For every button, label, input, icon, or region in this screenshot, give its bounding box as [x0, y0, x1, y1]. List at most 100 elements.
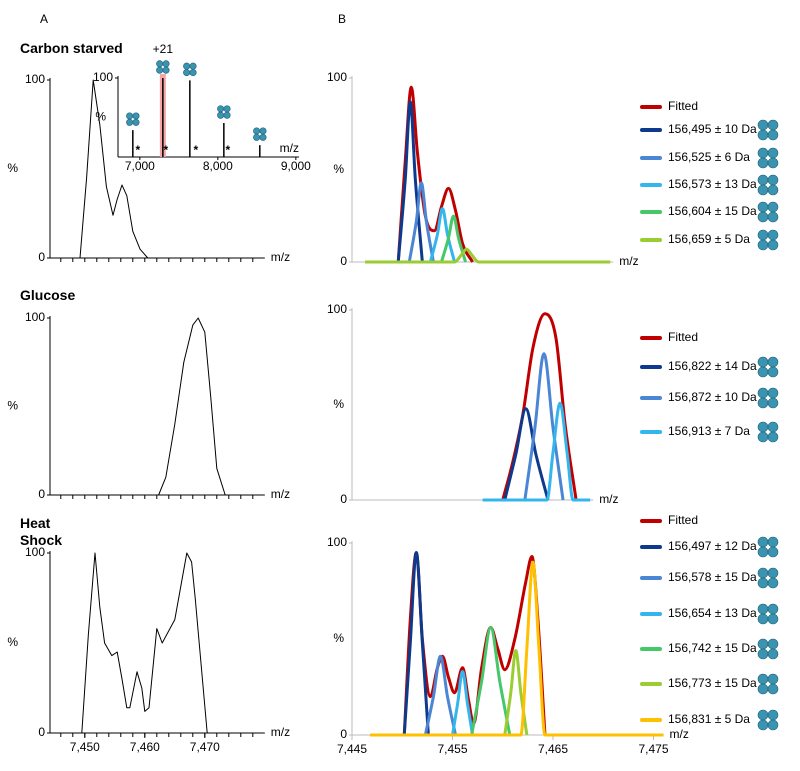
annotation: * [194, 143, 199, 157]
x-tick-label: 7,465 [538, 742, 568, 756]
protein-icon [757, 184, 769, 196]
legend-label: 156,497 ± 12 Da [668, 539, 757, 553]
y-axis-label: % [7, 399, 18, 413]
protein-icon [757, 147, 769, 159]
x-tick-label: 7,455 [437, 742, 467, 756]
series-line [396, 100, 424, 263]
y-tick-label: 100 [327, 535, 347, 549]
protein-icon [757, 567, 769, 579]
series-line [158, 317, 226, 496]
x-tick-label: 7,475 [638, 742, 668, 756]
legend-label: 156,831 ± 5 Da [668, 712, 750, 726]
protein-icon [757, 397, 769, 409]
protein-icon [757, 431, 769, 443]
annotation: * [225, 143, 230, 157]
protein-icon [223, 111, 231, 119]
series-line [470, 625, 512, 736]
x-axis-label: m/z [271, 250, 290, 264]
x-tick-label: 7,445 [337, 742, 367, 756]
protein-icon [767, 239, 779, 251]
y-tick-label: 0 [38, 725, 45, 739]
y-axis-label: % [7, 161, 18, 175]
x-tick-label: 7,450 [70, 740, 100, 754]
legend-label: Fitted [668, 330, 698, 344]
protein-icon [767, 683, 779, 695]
protein-icon [757, 648, 769, 660]
protein-icon [757, 673, 769, 685]
protein-icon [259, 127, 267, 135]
protein-icon [757, 546, 769, 558]
x-tick-label: 7,470 [190, 740, 220, 754]
x-tick-label: 7,000 [125, 159, 155, 173]
protein-icon [757, 356, 769, 368]
protein-icon [162, 60, 170, 68]
protein-icon [767, 546, 779, 558]
y-axis-label: % [7, 635, 18, 649]
series-line [428, 207, 456, 263]
protein-icon [253, 133, 261, 141]
protein-icon [757, 239, 769, 251]
protein-icon [757, 119, 769, 131]
legend-label: Fitted [668, 513, 698, 527]
protein-icon [217, 111, 225, 119]
protein-icon [132, 118, 140, 126]
protein-icon [767, 129, 779, 141]
protein-icon [767, 147, 779, 159]
protein-icon [767, 709, 779, 721]
protein-icon [767, 567, 779, 579]
protein-icon [126, 118, 134, 126]
y-tick-label: 100 [25, 545, 45, 559]
legend-label: 156,659 ± 5 Da [668, 232, 750, 246]
legend-label: 156,578 ± 15 Da [668, 570, 757, 584]
legend-label: 156,742 ± 15 Da [668, 641, 757, 655]
protein-icon [757, 157, 769, 169]
protein-icon [757, 603, 769, 615]
protein-icon [757, 211, 769, 223]
series-line [482, 401, 591, 502]
y-axis-label: % [333, 162, 344, 176]
protein-icon [189, 69, 197, 77]
y-tick-label: 0 [38, 250, 45, 264]
protein-icon [767, 157, 779, 169]
x-tick-label: 8,000 [203, 159, 233, 173]
y-tick-label: 100 [25, 72, 45, 86]
legend-label: 156,773 ± 15 Da [668, 676, 757, 690]
protein-icon [767, 387, 779, 399]
protein-icon [217, 105, 225, 113]
protein-icon [757, 638, 769, 650]
x-axis-label: m/z [599, 492, 618, 506]
protein-icon [183, 62, 191, 70]
y-tick-label: 0 [340, 254, 347, 268]
legend-label: Fitted [668, 99, 698, 113]
protein-icon [757, 709, 769, 721]
protein-icon [767, 229, 779, 241]
protein-icon [767, 201, 779, 213]
protein-icon [767, 421, 779, 433]
panel-label: A [40, 12, 48, 26]
annotation: +21 [153, 42, 174, 56]
panel-label: B [338, 12, 346, 26]
series-line [79, 79, 149, 259]
protein-icon [757, 201, 769, 213]
y-tick-label: 0 [340, 492, 347, 506]
x-axis-label: m/z [280, 141, 299, 155]
protein-icon [189, 62, 197, 70]
y-tick-label: 100 [93, 70, 113, 84]
row-title: Glucose [20, 287, 76, 303]
protein-icon [767, 536, 779, 548]
protein-icon [156, 66, 164, 74]
protein-icon [767, 174, 779, 186]
protein-icon [757, 129, 769, 141]
y-axis-label: % [333, 397, 344, 411]
protein-icon [757, 174, 769, 186]
protein-icon [767, 397, 779, 409]
protein-icon [223, 105, 231, 113]
series-line [440, 214, 468, 263]
protein-icon [767, 431, 779, 443]
series-line [523, 352, 565, 501]
series-line [423, 654, 457, 736]
protein-icon [767, 673, 779, 685]
protein-icon [253, 127, 261, 135]
y-tick-label: 0 [340, 727, 347, 741]
